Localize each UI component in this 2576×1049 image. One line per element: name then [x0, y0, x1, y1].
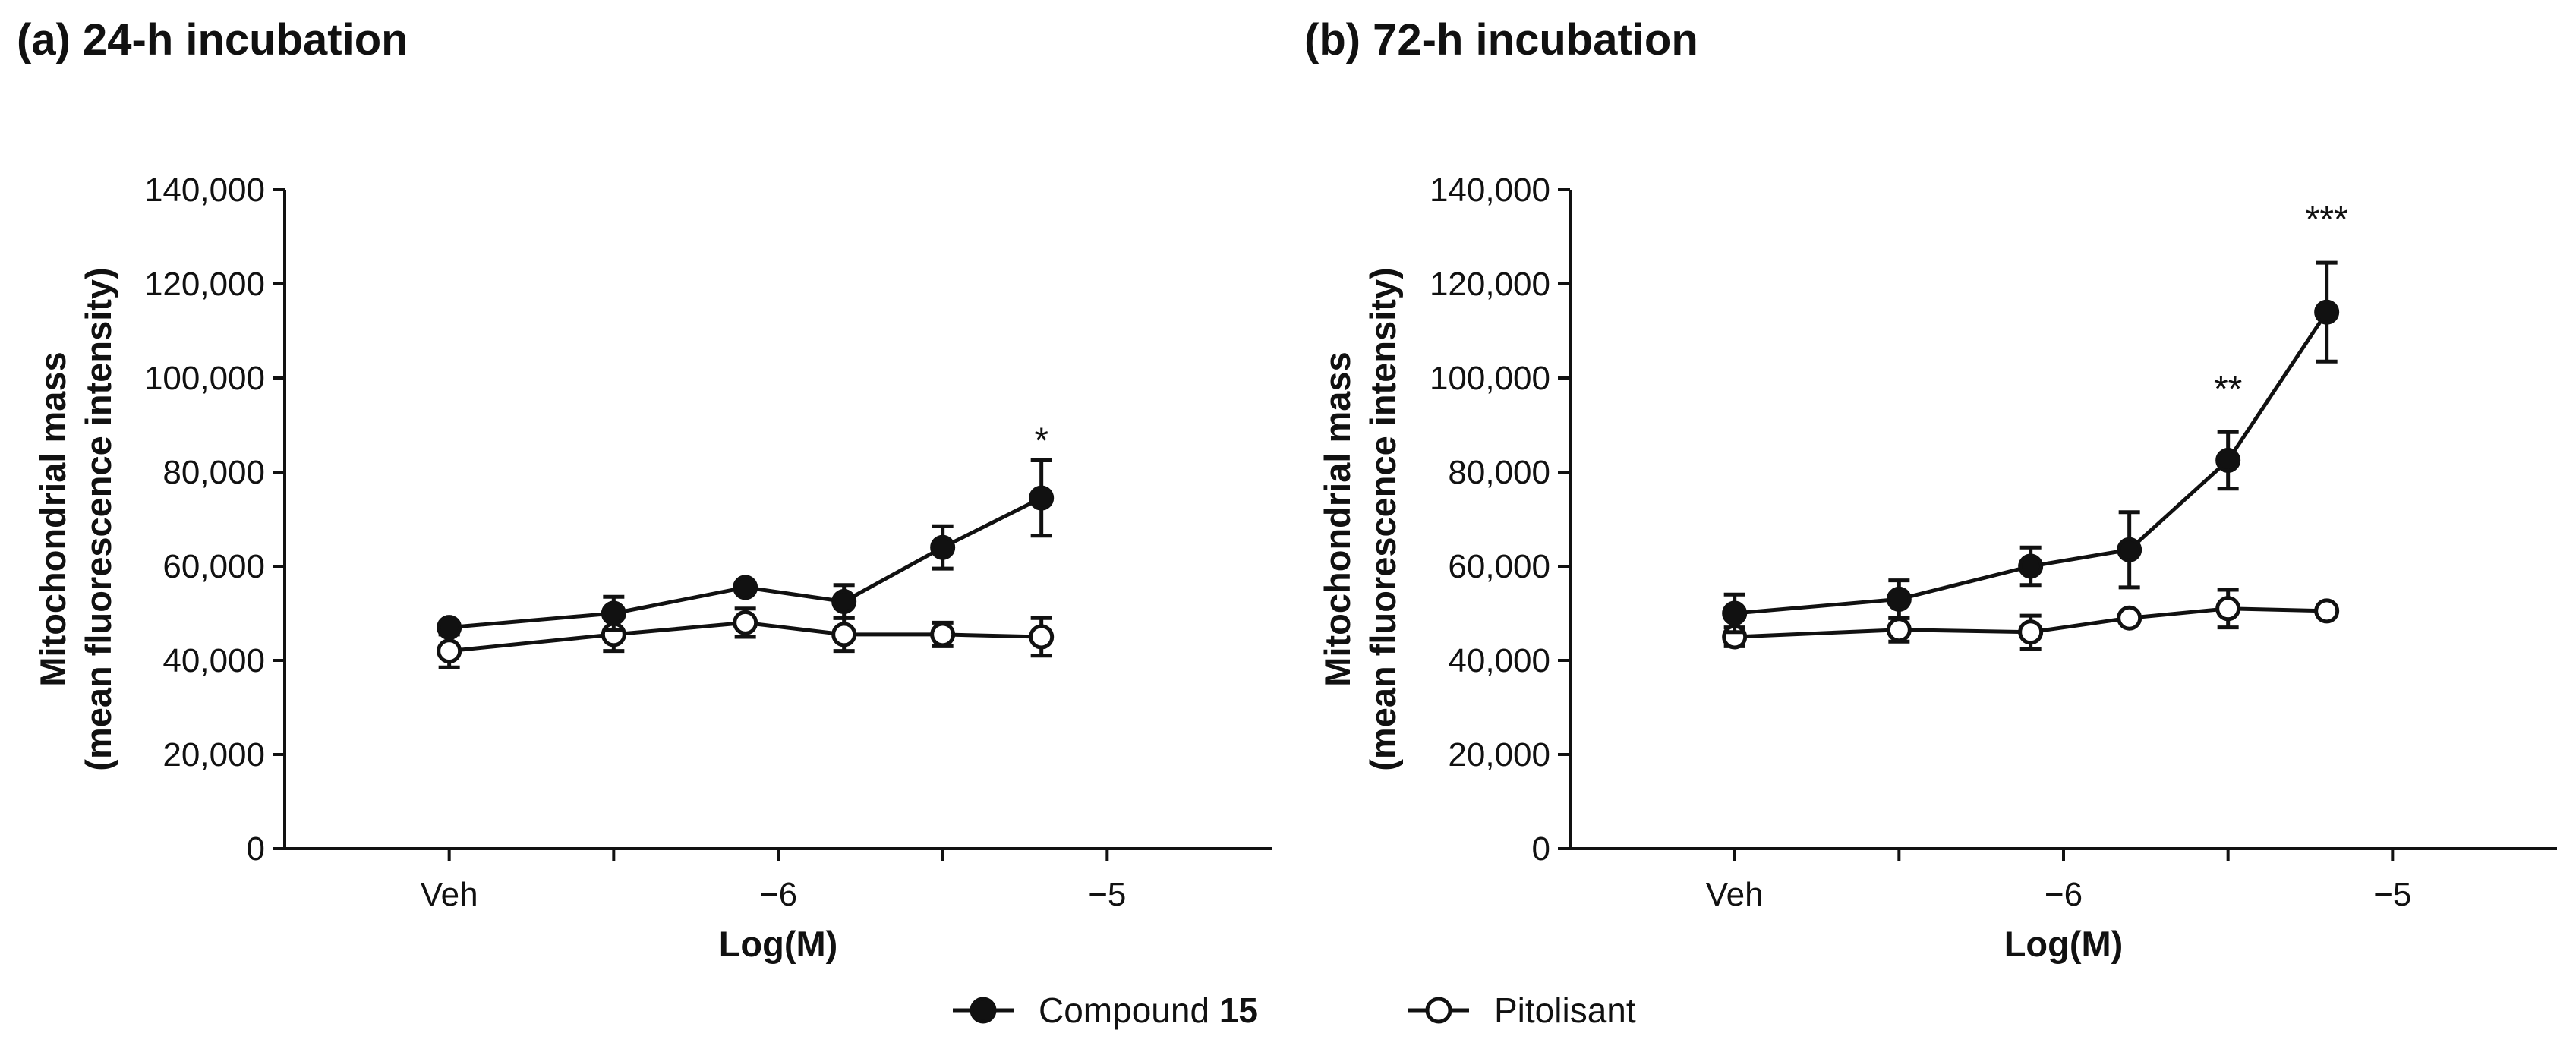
y-tick-label: 40,000 [1448, 642, 1550, 679]
y-tick-label: 120,000 [144, 266, 265, 303]
y-tick-label: 60,000 [1448, 548, 1550, 585]
x-tick-label: −6 [759, 876, 797, 913]
data-point-pitolisant [733, 610, 758, 635]
legend-compound15-label: Compound 15 [1039, 991, 1258, 1030]
x-tick-label: Veh [1706, 876, 1764, 913]
series-line-pitolisant [449, 620, 1042, 654]
panel-a: (a) 24-h incubation 0 20,000 40,000 60,000 80… [17, 15, 1272, 964]
y-tick-label: 0 [1532, 830, 1550, 868]
data-point-compound15 [2314, 299, 2340, 325]
data-point-compound15 [601, 600, 626, 626]
x-tick-label: −5 [2373, 876, 2411, 913]
legend-pitolisant-label: Pitolisant [1494, 991, 1636, 1030]
data-point-compound15 [2117, 537, 2142, 562]
y-axis-title-line1: Mitochondrial mass [33, 351, 73, 686]
data-point-compound15 [2018, 553, 2044, 579]
data-point-pitolisant [2215, 596, 2241, 622]
y-tick-label: 100,000 [144, 360, 265, 397]
y-tick-label: 80,000 [1448, 454, 1550, 491]
y-tick-label: 20,000 [1448, 736, 1550, 773]
data-point-pitolisant [2018, 619, 2044, 645]
data-point-compound15 [733, 575, 758, 600]
y-tick-label: 20,000 [162, 736, 265, 773]
data-point-compound15 [1886, 586, 1912, 612]
y-tick-label: 120,000 [1430, 266, 1550, 303]
data-point-pitolisant [930, 622, 956, 647]
x-axis-title: Log(M) [2004, 924, 2124, 964]
y-tick-label: 100,000 [1430, 360, 1550, 397]
significance-marker: *** [2306, 200, 2348, 240]
y-tick-label: 40,000 [162, 642, 265, 679]
x-tick-label: −5 [1088, 876, 1126, 913]
panel-b: (b) 72-h incubation 0 20,000 40,000 60,000 80… [1304, 15, 2557, 964]
significance-marker: ** [2214, 369, 2242, 409]
series-line-pitolisant [1734, 606, 2327, 639]
legend-compound15-marker [970, 997, 997, 1024]
data-point-pitolisant [2117, 605, 2142, 631]
legend: Compound 15 Pitolisant [953, 991, 1636, 1030]
data-point-compound15 [1722, 600, 1748, 626]
y-tick-label: 80,000 [162, 454, 265, 491]
y-tick-label: 140,000 [144, 172, 265, 209]
data-point-pitolisant [1886, 617, 1912, 643]
y-axis-title-line2: (mean fluorescence intensity) [1363, 267, 1403, 770]
data-point-compound15 [2215, 448, 2241, 473]
y-tick-label: 60,000 [162, 548, 265, 585]
y-tick-label: 140,000 [1430, 172, 1550, 209]
data-point-pitolisant [2314, 598, 2340, 624]
panel-title: (b) 72-h incubation [1304, 15, 1698, 65]
legend-pitolisant-marker [1425, 997, 1452, 1024]
data-point-compound15 [437, 615, 462, 641]
data-point-compound15 [930, 534, 956, 560]
data-point-pitolisant [437, 638, 462, 664]
data-point-pitolisant [1029, 624, 1055, 650]
x-axis-title: Log(M) [719, 924, 838, 964]
y-tick-label: 0 [247, 830, 265, 868]
data-point-pitolisant [831, 622, 857, 647]
data-point-compound15 [831, 589, 857, 614]
series-line-compound15 [449, 496, 1042, 630]
y-axis-title-line1: Mitochondrial mass [1317, 351, 1357, 686]
panel-title: (a) 24-h incubation [17, 15, 408, 65]
series-line-compound15 [1734, 310, 2328, 616]
y-axis-title-line2: (mean fluorescence intensity) [78, 267, 118, 770]
x-tick-label: −6 [2045, 876, 2083, 913]
data-point-compound15 [1029, 485, 1055, 511]
significance-marker: * [1034, 421, 1048, 461]
x-tick-label: Veh [421, 876, 478, 913]
